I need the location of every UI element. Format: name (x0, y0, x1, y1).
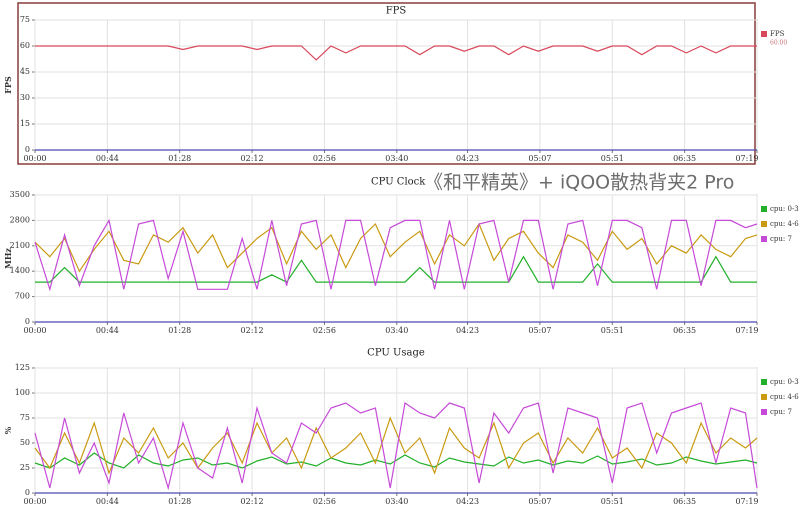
legend-label: cpu: 4-6 (770, 220, 799, 228)
x-tick-label: 03:40 (385, 326, 408, 335)
legend-swatch (761, 221, 767, 227)
y-tick-label: 0 (25, 317, 30, 326)
y-tick-label: 60 (20, 41, 30, 50)
x-tick-label: 01:28 (168, 497, 191, 506)
x-tick-label: 00:00 (23, 497, 46, 506)
x-tick-label: 02:12 (241, 497, 264, 506)
x-tick-label: 07:19 (735, 326, 758, 335)
x-tick-label: 02:56 (313, 497, 336, 506)
y-tick-label: 75 (20, 413, 30, 422)
y-tick-label: 45 (20, 67, 30, 76)
legend-label: cpu: 0-3 (770, 205, 799, 213)
x-tick-label: 00:00 (23, 154, 46, 163)
y-tick-label: 15 (20, 119, 30, 128)
y-tick-label: 2800 (10, 215, 30, 224)
chart-title: CPU Usage (367, 348, 425, 359)
legend-label: cpu: 7 (770, 235, 792, 243)
y-tick-label: 3500 (10, 190, 30, 199)
x-tick-label: 04:23 (456, 154, 479, 163)
x-tick-label: 02:12 (241, 154, 264, 163)
x-tick-label: 07:19 (735, 154, 758, 163)
x-tick-label: 02:12 (241, 326, 264, 335)
legend-swatch (761, 379, 767, 385)
legend-swatch (761, 236, 767, 242)
series-line (34, 222, 758, 273)
y-tick-label: 0 (25, 145, 30, 154)
series-line (34, 416, 758, 475)
y-tick-label: 1400 (10, 266, 30, 275)
series-line (34, 452, 758, 469)
watermark: 《和平精英》+ iQOO散热背夹2 Pro (424, 172, 734, 194)
x-tick-label: 02:56 (313, 154, 336, 163)
y-tick-label: 0 (25, 488, 30, 497)
legend-note: 60.00 (770, 40, 787, 47)
y-tick-label: 2100 (10, 241, 30, 250)
y-axis-label: MHz (3, 248, 13, 269)
x-tick-label: 05:07 (528, 326, 551, 335)
y-tick-label: 125 (15, 363, 30, 372)
legend-label: cpu: 7 (770, 408, 792, 416)
x-tick-label: 01:28 (168, 154, 191, 163)
legend-swatch (761, 409, 767, 415)
x-tick-label: 04:23 (456, 497, 479, 506)
x-tick-label: 01:28 (168, 326, 191, 335)
x-tick-label: 06:35 (673, 497, 696, 506)
x-tick-label: 05:07 (528, 497, 551, 506)
x-tick-label: 00:44 (96, 154, 119, 163)
y-tick-label: 75 (20, 15, 30, 24)
x-tick-label: 03:40 (385, 154, 408, 163)
series-line (34, 218, 758, 292)
x-tick-label: 00:00 (23, 326, 46, 335)
series-line (35, 255, 757, 283)
x-tick-label: 06:35 (673, 326, 696, 335)
legend-label: cpu: 0-3 (770, 378, 799, 386)
x-tick-label: 05:51 (601, 497, 624, 506)
x-tick-label: 05:07 (528, 154, 551, 163)
x-tick-label: 04:23 (456, 326, 479, 335)
series-line (35, 45, 757, 61)
legend-swatch (761, 394, 767, 400)
x-tick-label: 06:35 (673, 154, 696, 163)
x-tick-label: 00:44 (96, 497, 119, 506)
plot-area (34, 19, 758, 151)
y-tick-label: 700 (15, 292, 30, 301)
y-tick-label: 100 (15, 388, 30, 397)
chart-title: FPS (386, 6, 407, 17)
fps-frame (17, 2, 756, 165)
legend-swatch (761, 31, 767, 37)
legend-swatch (761, 206, 767, 212)
chart-title: CPU Clock (371, 177, 426, 188)
y-axis-label: FPS (3, 76, 13, 94)
y-axis-label: % (3, 426, 13, 434)
y-tick-label: 25 (20, 463, 30, 472)
x-tick-label: 03:40 (385, 497, 408, 506)
x-tick-label: 05:51 (601, 154, 624, 163)
y-tick-label: 30 (20, 93, 30, 102)
x-tick-label: 02:56 (313, 326, 336, 335)
legend-label: cpu: 4-6 (770, 393, 799, 401)
series-line (34, 401, 758, 491)
x-tick-label: 05:51 (601, 326, 624, 335)
y-tick-label: 50 (20, 438, 30, 447)
x-tick-label: 00:44 (96, 326, 119, 335)
x-tick-label: 07:19 (735, 497, 758, 506)
legend-label: FPS (770, 30, 785, 38)
